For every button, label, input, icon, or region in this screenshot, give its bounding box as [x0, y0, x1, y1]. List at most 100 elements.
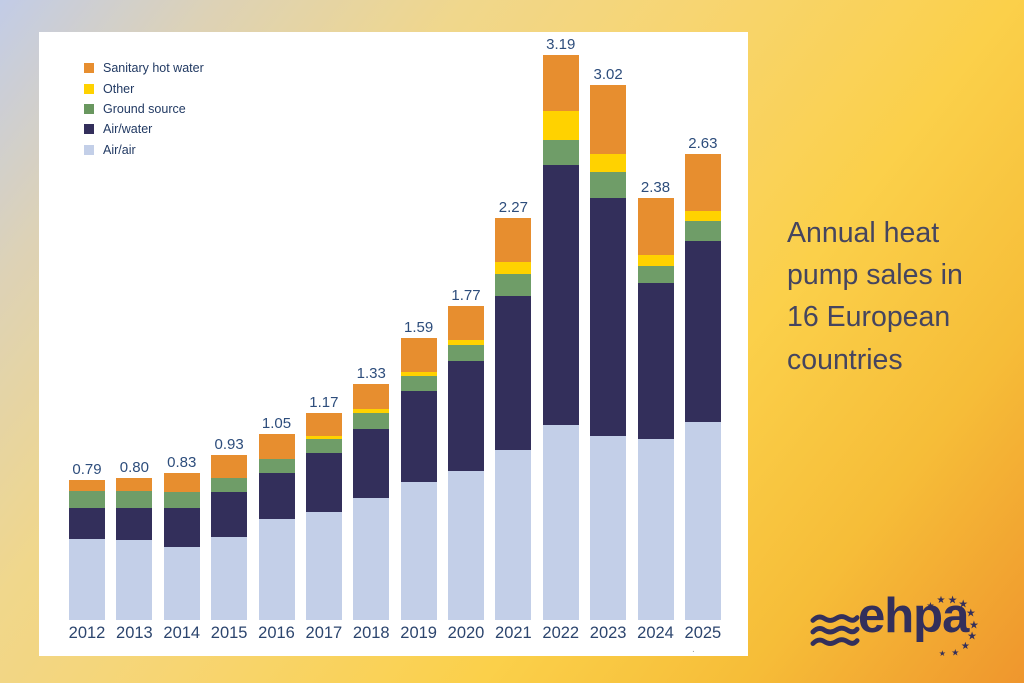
bar-stack[interactable] — [637, 198, 674, 620]
bar-segment-other[interactable] — [400, 371, 437, 376]
bar-segment-air-water[interactable] — [116, 508, 153, 541]
legend-label: Air/water — [103, 122, 153, 137]
bar-stack[interactable] — [163, 472, 200, 620]
bar-segment-air-water[interactable] — [353, 428, 390, 498]
bar-segment-ground-source[interactable] — [400, 375, 437, 392]
bar-segment-air-water[interactable] — [542, 164, 579, 426]
bar-segment-air-air[interactable] — [542, 425, 579, 620]
bar-stack[interactable] — [116, 478, 153, 620]
legend-item-sanitary-hot-water: Sanitary hot water — [84, 58, 204, 78]
bar-segment-air-air[interactable] — [211, 536, 248, 620]
bar-segment-air-water[interactable] — [400, 391, 437, 482]
bar-segment-other[interactable] — [448, 340, 484, 346]
bar-segment-air-air[interactable] — [305, 511, 342, 620]
bar-segment-other[interactable] — [590, 153, 627, 172]
bar-column-2020: 1.77 2020 — [448, 288, 485, 643]
bar-stack[interactable] — [542, 54, 579, 620]
waves-icon — [810, 614, 860, 646]
bar-stack[interactable] — [448, 306, 484, 620]
bar-segment-air-air[interactable] — [69, 538, 105, 620]
bar-total-label: 0.83 — [167, 453, 197, 471]
bar-segment-sanitary-hot-water[interactable] — [258, 433, 295, 459]
bar-segment-air-water[interactable] — [305, 453, 342, 512]
x-axis-tick-label: 2013 — [116, 624, 153, 642]
bar-segment-air-air[interactable] — [448, 471, 484, 620]
bar-segment-air-air[interactable] — [353, 497, 390, 620]
bar-segment-air-water[interactable] — [590, 198, 627, 436]
legend-item-air-water: Air/water — [84, 119, 204, 139]
bar-segment-air-water[interactable] — [258, 472, 295, 519]
bar-segment-other[interactable] — [495, 262, 532, 275]
bar-stack[interactable] — [305, 412, 342, 620]
bar-segment-air-water[interactable] — [211, 492, 248, 537]
bar-segment-ground-source[interactable] — [211, 478, 248, 493]
legend-swatch — [84, 124, 94, 135]
bar-segment-ground-source[interactable] — [353, 412, 390, 429]
bar-segment-sanitary-hot-water[interactable] — [448, 306, 484, 341]
bar-segment-air-water[interactable] — [163, 508, 200, 548]
bar-segment-other[interactable] — [684, 210, 721, 222]
bar-segment-other[interactable] — [353, 409, 390, 413]
bar-segment-ground-source[interactable] — [258, 458, 295, 473]
bar-column-2012: 0.79 2012 — [69, 462, 106, 643]
bar-segment-sanitary-hot-water[interactable] — [637, 198, 674, 255]
bar-segment-air-water[interactable] — [495, 295, 532, 450]
bar-stack[interactable] — [495, 217, 532, 620]
bar-stack[interactable] — [590, 84, 627, 620]
bar-stack[interactable] — [353, 384, 390, 620]
bar-segment-ground-source[interactable] — [69, 490, 105, 509]
bar-segment-sanitary-hot-water[interactable] — [495, 217, 532, 263]
bar-segment-sanitary-hot-water[interactable] — [305, 412, 342, 436]
bar-segment-sanitary-hot-water[interactable] — [542, 54, 579, 112]
bar-segment-sanitary-hot-water[interactable] — [69, 480, 105, 491]
bar-segment-sanitary-hot-water[interactable] — [400, 338, 437, 372]
bar-segment-other[interactable] — [637, 255, 674, 266]
bar-segment-air-air[interactable] — [590, 435, 627, 620]
bar-segment-other[interactable] — [305, 435, 342, 440]
bar-segment-sanitary-hot-water[interactable] — [116, 478, 153, 491]
bar-segment-air-air[interactable] — [400, 481, 437, 620]
bar-segment-sanitary-hot-water[interactable] — [163, 472, 200, 493]
bar-segment-ground-source[interactable] — [448, 345, 484, 362]
bar-segment-air-water[interactable] — [448, 361, 484, 472]
bar-segment-air-air[interactable] — [163, 547, 200, 620]
legend-item-ground-source: Ground source — [84, 99, 204, 119]
bar-stack[interactable] — [69, 480, 105, 620]
bar-segment-sanitary-hot-water[interactable] — [590, 84, 627, 154]
bar-segment-ground-source[interactable] — [542, 139, 579, 165]
bar-segment-sanitary-hot-water[interactable] — [684, 154, 721, 211]
bar-segment-other[interactable] — [542, 111, 579, 140]
bar-stack[interactable] — [258, 433, 295, 620]
bar-segment-air-air[interactable] — [684, 421, 721, 620]
bar-column-2022: 3.19 2022 — [542, 37, 579, 643]
bar-segment-ground-source[interactable] — [163, 492, 200, 509]
bar-total-label: 1.17 — [309, 393, 339, 411]
bar-stack[interactable] — [684, 154, 721, 620]
bar-segment-ground-source[interactable] — [495, 274, 532, 296]
bar-segment-air-water[interactable] — [637, 283, 674, 440]
x-axis-tick-label: 2021 — [495, 624, 532, 642]
chart-legend: Sanitary hot water Other Ground source Air/… — [84, 58, 204, 160]
bar-column-2015: 0.93 2015 — [211, 437, 248, 643]
bar-segment-air-air[interactable] — [637, 439, 674, 620]
bar-segment-ground-source[interactable] — [684, 221, 721, 241]
bar-segment-air-air[interactable] — [258, 519, 295, 620]
bar-segment-ground-source[interactable] — [637, 265, 674, 284]
bar-segment-ground-source[interactable] — [305, 439, 342, 454]
stacked-bar-chart: 0.79 2012 0.80 2013 0.83 2014 0.93 2015 1.05 2016… — [69, 32, 722, 643]
legend-swatch — [84, 83, 94, 94]
bar-segment-air-air[interactable] — [495, 449, 532, 620]
legend-swatch — [84, 63, 94, 74]
legend-swatch — [84, 103, 94, 114]
bar-segment-air-air[interactable] — [116, 540, 153, 620]
bar-segment-air-water[interactable] — [69, 508, 105, 539]
bar-segment-air-water[interactable] — [684, 240, 721, 422]
bar-segment-ground-source[interactable] — [590, 171, 627, 199]
bar-segment-sanitary-hot-water[interactable] — [353, 384, 390, 410]
bar-stack[interactable] — [400, 338, 437, 620]
x-axis-tick-label: 2014 — [163, 624, 201, 642]
bar-stack[interactable] — [211, 455, 248, 620]
bar-segment-sanitary-hot-water[interactable] — [211, 455, 248, 479]
bar-segment-ground-source[interactable] — [116, 490, 153, 509]
